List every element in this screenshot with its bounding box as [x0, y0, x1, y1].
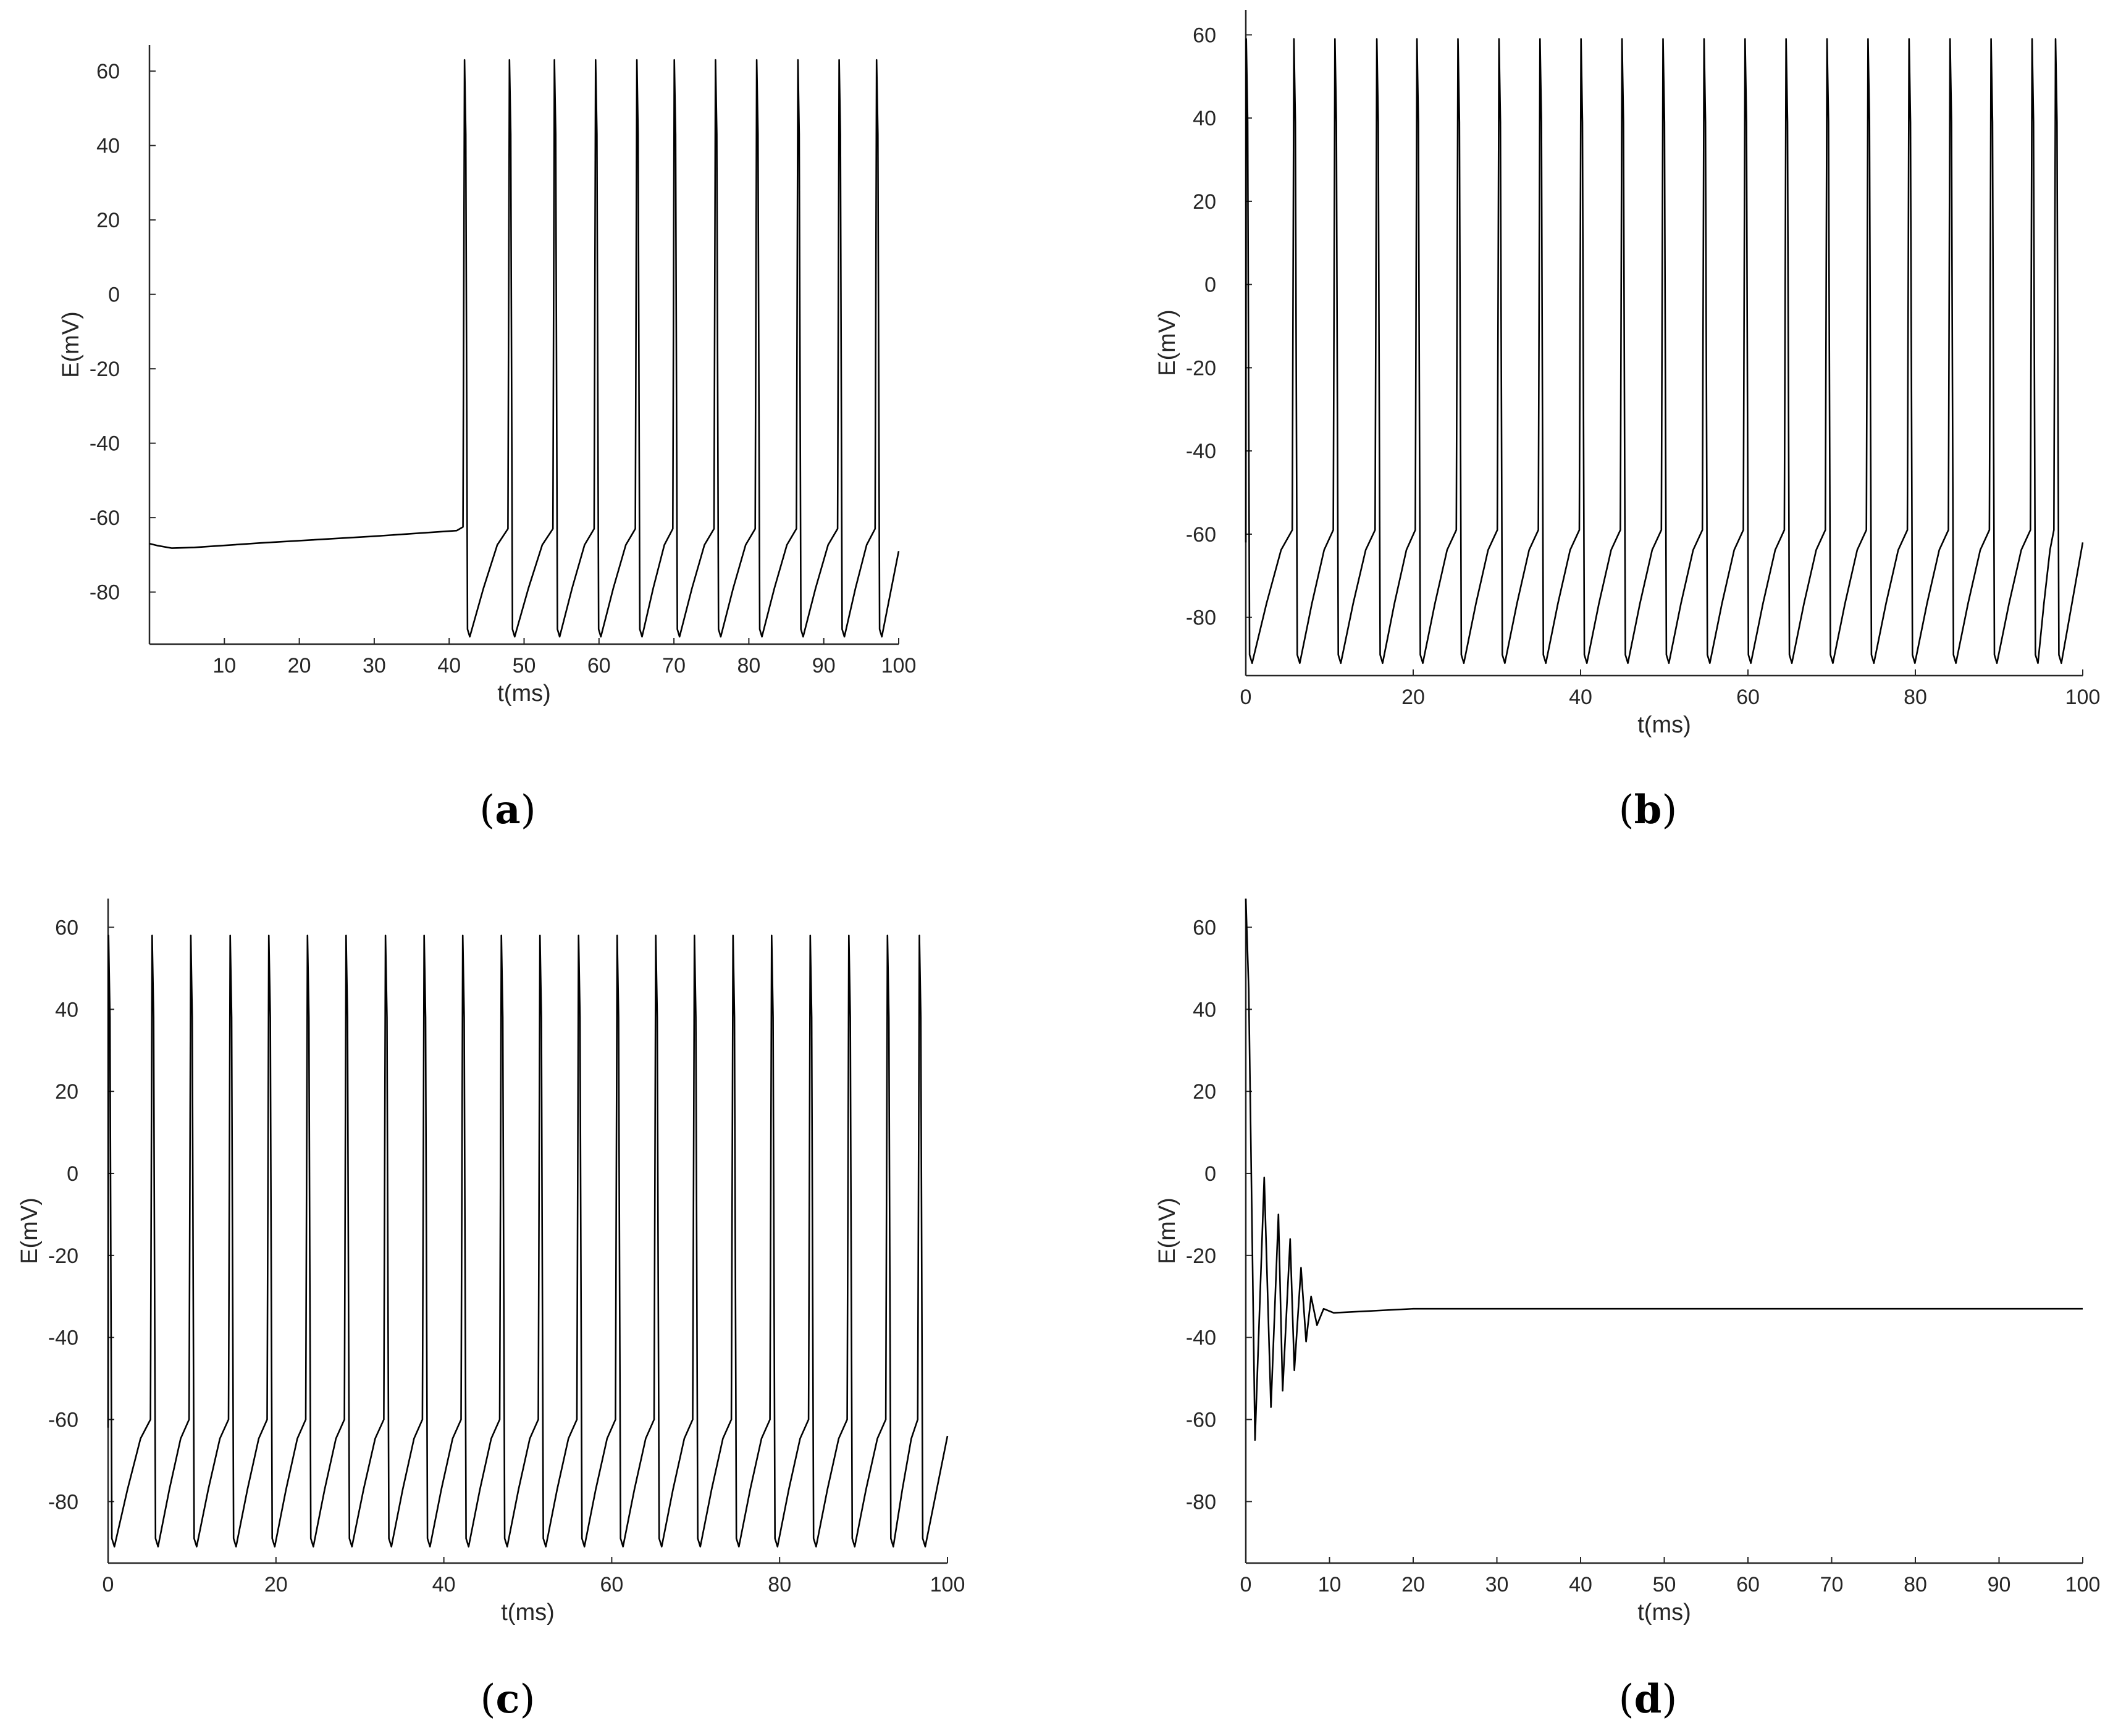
x-tick-label: 80: [768, 1573, 791, 1596]
y-tick-label: 60: [1193, 23, 1216, 47]
y-tick-label: 60: [1193, 916, 1216, 939]
y-tick-label: -80: [48, 1490, 78, 1514]
y-tick-label: -20: [90, 358, 120, 381]
x-tick-label: 20: [1401, 686, 1425, 709]
y-tick-label: 20: [96, 209, 120, 232]
x-tick-label: 50: [1653, 1573, 1676, 1596]
panel-label-b: (b): [1619, 787, 1678, 833]
panel-label-a: (a): [479, 787, 536, 833]
y-axis-label: E(mV): [17, 1197, 43, 1264]
x-tick-label: 60: [587, 654, 611, 677]
x-tick-label: 100: [2065, 1573, 2101, 1596]
y-tick-label: 20: [1193, 1080, 1216, 1104]
y-tick-label: 40: [55, 998, 78, 1021]
voltage-trace: [149, 59, 900, 638]
x-tick-label: 40: [1569, 1573, 1592, 1596]
y-tick-label: -20: [1186, 356, 1216, 380]
x-tick-label: 40: [437, 654, 461, 677]
x-tick-label: 70: [1820, 1573, 1844, 1596]
y-axis-label: E(mV): [1154, 1197, 1180, 1264]
x-tick-label: 70: [662, 654, 686, 677]
x-tick-label: 0: [1240, 1573, 1252, 1596]
y-tick-label: 40: [1193, 998, 1216, 1021]
y-tick-label: 60: [55, 916, 78, 939]
y-tick-label: -80: [90, 581, 120, 605]
x-tick-label: 40: [1569, 686, 1592, 709]
x-tick-label: 10: [1318, 1573, 1342, 1596]
y-tick-label: -40: [1186, 440, 1216, 463]
x-axis-label: t(ms): [1637, 712, 1691, 738]
x-tick-label: 10: [212, 654, 236, 677]
panel-c: 0 20 40 60 80 100 60 40 20 0 -20 -40 -60 -80 t(ms) E(mV…: [17, 899, 965, 1625]
x-tick-label: 50: [513, 654, 536, 677]
y-tick-label: 0: [67, 1162, 78, 1186]
y-tick-label: -40: [48, 1327, 78, 1350]
y-tick-label: 0: [108, 283, 120, 307]
panel-label-d: (d): [1619, 1676, 1678, 1722]
y-tick-label: 20: [1193, 190, 1216, 214]
y-tick-label: -60: [1186, 1409, 1216, 1432]
y-tick-label: -40: [1186, 1327, 1216, 1350]
x-axis-label: t(ms): [501, 1600, 555, 1625]
y-tick-label: 20: [55, 1080, 78, 1104]
x-tick-label: 0: [1240, 686, 1252, 709]
y-tick-label: 0: [1204, 274, 1216, 297]
x-tick-label: 40: [432, 1573, 456, 1596]
x-tick-label: 100: [930, 1573, 965, 1596]
voltage-trace: [1245, 38, 2084, 665]
x-tick-label: 30: [363, 654, 386, 677]
x-tick-label: 30: [1485, 1573, 1509, 1596]
panel-b: 0 20 40 60 80 100 60 40 20 0 -20 -40 -60 -80 t(ms) E(mV…: [1154, 10, 2100, 738]
panel-a: 10 20 30 40 50 60 70 80 90 100 60 40 20 0 -20 -40 -60 -80…: [58, 45, 916, 707]
y-axis-label: E(mV): [58, 311, 84, 378]
y-tick-label: -80: [1186, 1490, 1216, 1514]
x-axis-label: t(ms): [1637, 1600, 1691, 1625]
y-tick-label: -40: [90, 432, 120, 456]
x-axis-label: t(ms): [497, 681, 551, 707]
y-tick-label: 60: [96, 60, 120, 83]
y-axis-label: E(mV): [1154, 309, 1180, 376]
y-tick-label: -80: [1186, 606, 1216, 630]
panel-d: 0 10 20 30 40 50 60 70 80 90 100 60 40 20 0 -20 -40 -60 -8…: [1154, 898, 2101, 1625]
y-tick-label: -60: [90, 506, 120, 530]
x-tick-label: 90: [1988, 1573, 2011, 1596]
x-tick-label: 80: [737, 654, 760, 677]
x-tick-label: 90: [812, 654, 836, 677]
x-tick-label: 20: [1401, 1573, 1425, 1596]
y-tick-label: 40: [96, 135, 120, 158]
y-tick-label: 40: [1193, 107, 1216, 130]
y-tick-label: -60: [48, 1409, 78, 1432]
panel-label-c: (c): [481, 1676, 536, 1722]
x-tick-label: 100: [2065, 686, 2101, 709]
x-tick-label: 60: [600, 1573, 623, 1596]
y-tick-label: -20: [48, 1244, 78, 1268]
x-tick-label: 80: [1904, 1573, 1927, 1596]
y-tick-label: -20: [1186, 1244, 1216, 1268]
y-tick-label: 0: [1204, 1162, 1216, 1186]
x-tick-label: 60: [1736, 1573, 1760, 1596]
x-tick-label: 20: [264, 1573, 288, 1596]
x-tick-label: 20: [288, 654, 311, 677]
x-tick-label: 100: [881, 654, 917, 677]
voltage-trace: [107, 934, 949, 1548]
x-tick-label: 80: [1904, 686, 1927, 709]
y-tick-label: -60: [1186, 523, 1216, 547]
x-tick-label: 0: [103, 1573, 114, 1596]
voltage-trace: [1245, 898, 2083, 1441]
x-tick-label: 60: [1736, 686, 1760, 709]
